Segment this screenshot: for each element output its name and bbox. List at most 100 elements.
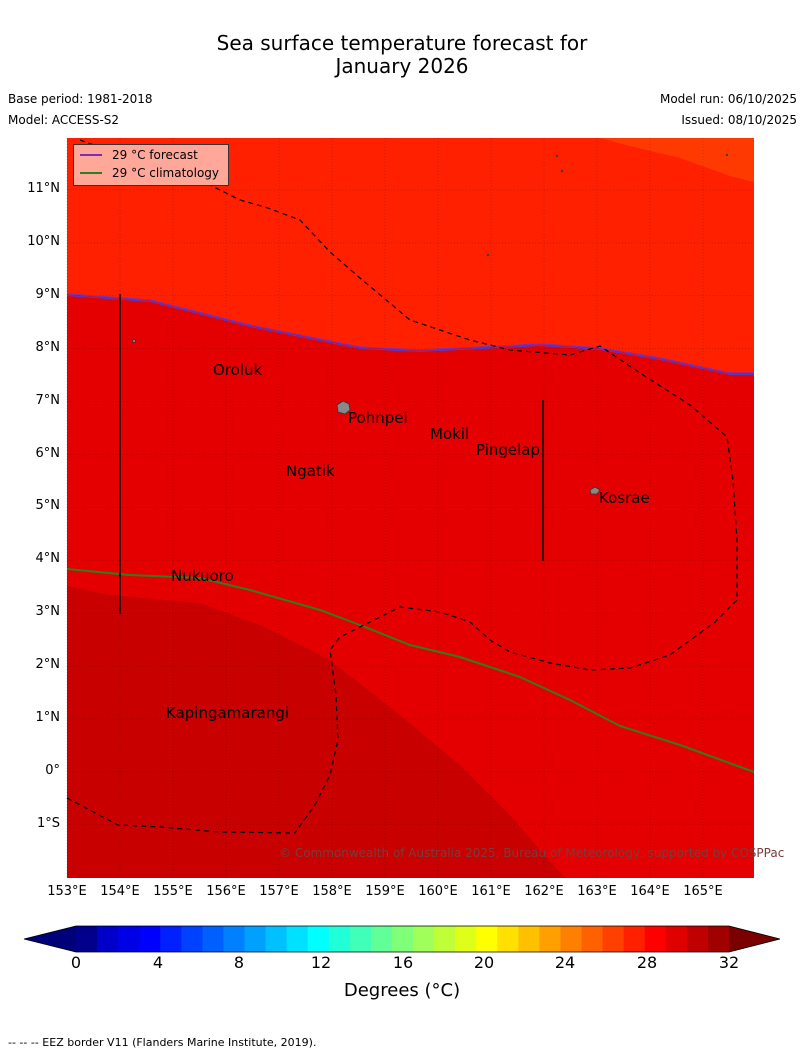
colorbar-segment xyxy=(391,926,414,952)
oroluk-atoll xyxy=(132,339,136,343)
lon-label: 159°E xyxy=(365,884,405,899)
place-oroluk: Oroluk xyxy=(213,361,263,379)
lat-label: 4°N xyxy=(35,551,61,566)
lat-label: 5°N xyxy=(35,498,61,513)
climatology-29c-contour xyxy=(66,568,755,773)
legend-climatology-label: 29 °C climatology xyxy=(112,166,220,180)
kosrae-island xyxy=(589,486,601,495)
lon-label: 153°E xyxy=(47,884,87,899)
colorbar-segment xyxy=(560,926,583,952)
lat-label: 1°S xyxy=(36,816,60,831)
eez-borders xyxy=(66,139,738,834)
colorbar-segment xyxy=(497,926,519,952)
lon-label: 156°E xyxy=(206,884,246,899)
title-line-2: January 2026 xyxy=(335,54,469,78)
small-islet xyxy=(486,253,490,257)
colorbar-segment xyxy=(518,926,540,952)
legend-climatology: 29 °C climatology xyxy=(80,165,219,181)
colorbar-segment xyxy=(602,926,625,952)
eez-border-south xyxy=(66,797,296,834)
lon-label: 154°E xyxy=(100,884,140,899)
colorbar-segment xyxy=(139,926,161,952)
model-run: Model run: 06/10/2025 xyxy=(659,92,797,106)
colorbar-segment xyxy=(307,926,330,952)
sst-field-hot xyxy=(67,586,565,878)
colorbar-segment xyxy=(665,926,688,952)
eez-footnote: -- -- -- EEZ border V11 (Flanders Marine… xyxy=(8,1036,317,1049)
place-pohnpei: Pohnpei xyxy=(348,409,408,427)
legend-forecast-swatch xyxy=(80,154,102,156)
place-nukuoro: Nukuoro xyxy=(171,567,234,585)
lat-label: 0° xyxy=(45,763,60,778)
colorbar-segment xyxy=(97,926,119,952)
colorbar-segment xyxy=(76,926,98,952)
colorbar-tick: 32 xyxy=(718,953,740,972)
lon-label: 155°E xyxy=(153,884,193,899)
colorbar-segment xyxy=(181,926,203,952)
sst-field-northeast xyxy=(600,138,754,182)
legend-climatology-swatch xyxy=(80,172,102,174)
lon-label: 160°E xyxy=(418,884,458,899)
colorbar-segment xyxy=(160,926,182,952)
map-title: Sea surface temperature forecast for Jan… xyxy=(0,32,804,78)
colorbar-segment xyxy=(455,926,477,952)
colorbar-tick: 4 xyxy=(152,953,164,972)
colorbar-tick: 24 xyxy=(554,953,576,972)
pohnpei-island xyxy=(336,400,351,415)
model-name: Model: ACCESS-S2 xyxy=(8,113,120,127)
lat-label: 10°N xyxy=(27,234,60,249)
lon-label: 157°E xyxy=(259,884,299,899)
colorbar-tick: 28 xyxy=(636,953,658,972)
colorbar-tick: 16 xyxy=(392,953,414,972)
small-islet xyxy=(555,154,559,158)
lat-label: 9°N xyxy=(35,287,61,302)
forecast-29c-contour xyxy=(66,293,754,374)
colorbar-segment xyxy=(286,926,309,952)
map-legend: 29 °C forecast 29 °C climatology xyxy=(73,144,229,186)
title-line-1: Sea surface temperature forecast for xyxy=(216,31,588,55)
colorbar-segment xyxy=(623,926,646,952)
colorbar-tick: 8 xyxy=(233,953,245,972)
colorbar-over-arrow xyxy=(729,926,780,952)
colorbar-segment xyxy=(244,926,267,952)
colorbar-segment xyxy=(644,926,667,952)
colorbar-tick: 0 xyxy=(70,953,82,972)
colorbar-segment xyxy=(223,926,246,952)
small-islet xyxy=(560,169,564,173)
lat-label: 6°N xyxy=(35,446,61,461)
colorbar-segment xyxy=(265,926,288,952)
copyright-notice: © Commonwealth of Australia 2025, Bureau… xyxy=(279,846,785,860)
lon-label: 158°E xyxy=(312,884,352,899)
lat-label: 2°N xyxy=(35,657,61,672)
colorbar-under-arrow xyxy=(24,926,76,952)
colorbar-outline xyxy=(23,925,781,953)
lon-label: 163°E xyxy=(577,884,617,899)
lon-label: 161°E xyxy=(471,884,511,899)
lon-label: 165°E xyxy=(683,884,723,899)
place-mokil: Mokil xyxy=(430,425,470,443)
colorbar-segment xyxy=(349,926,372,952)
small-islet xyxy=(725,153,729,157)
issued-date: Issued: 08/10/2025 xyxy=(681,113,797,127)
legend-forecast-label: 29 °C forecast xyxy=(112,148,198,162)
colorbar-segment xyxy=(413,926,435,952)
place-pingelap: Pingelap xyxy=(476,441,541,459)
forecast-contour-underline xyxy=(66,295,754,375)
islands xyxy=(132,153,729,495)
lat-label: 3°N xyxy=(35,604,61,619)
place-kosrae: Kosrae xyxy=(599,489,650,507)
colorbar-segment xyxy=(476,926,498,952)
colorbar-segment xyxy=(118,926,140,952)
legend-forecast: 29 °C forecast xyxy=(80,147,198,163)
colorbar-tick: 12 xyxy=(310,953,332,972)
lat-label: 8°N xyxy=(35,340,61,355)
lat-label: 1°N xyxy=(35,710,61,725)
colorbar-segment xyxy=(370,926,393,952)
colorbar-segment xyxy=(434,926,456,952)
colorbar-segment xyxy=(581,926,604,952)
colorbar-label: Degrees (°C) xyxy=(343,980,461,1001)
lat-label: 7°N xyxy=(35,393,61,408)
colorbar-segment xyxy=(707,926,730,952)
colorbar-segment xyxy=(539,926,561,952)
